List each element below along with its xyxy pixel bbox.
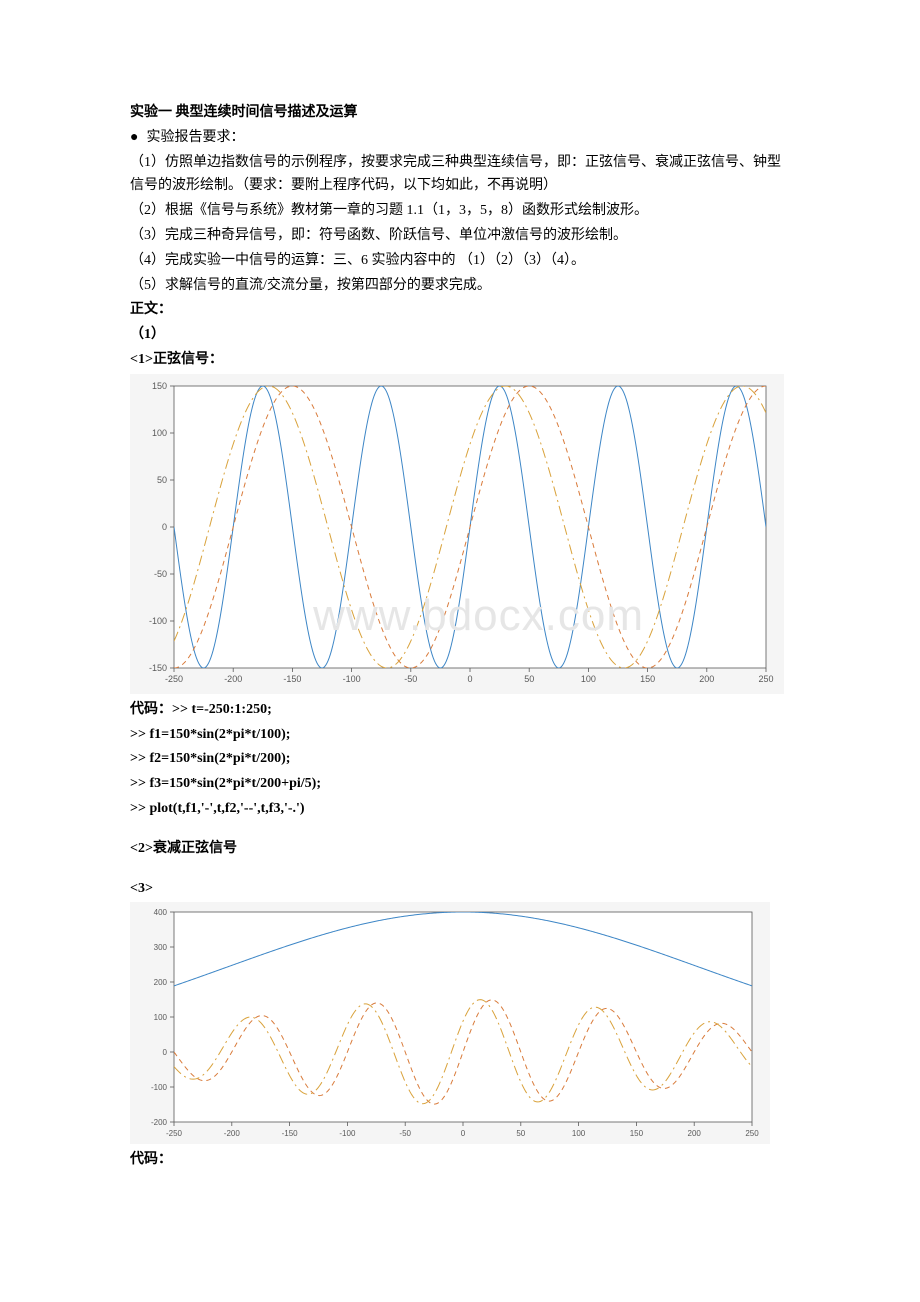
svg-text:150: 150 [640, 674, 655, 684]
chart1-svg: -250 -200 -150 -100 -50 0 50 100 150 200 250 -150 -1… [130, 374, 784, 694]
svg-text:-200: -200 [224, 674, 242, 684]
svg-text:50: 50 [157, 475, 167, 485]
svg-text:0: 0 [461, 1129, 466, 1138]
bullet-heading: 实验报告要求： [130, 126, 790, 150]
svg-text:-100: -100 [149, 616, 167, 626]
svg-text:150: 150 [630, 1129, 644, 1138]
svg-text:100: 100 [154, 1013, 168, 1022]
chart3-heading: <3> [130, 877, 790, 901]
svg-text:-100: -100 [339, 1129, 356, 1138]
svg-text:-150: -150 [282, 1129, 299, 1138]
body-label: 正文： [130, 298, 790, 322]
svg-text:150: 150 [152, 381, 167, 391]
svg-text:-150: -150 [283, 674, 301, 684]
chart1-heading: <1>正弦信号： [130, 348, 790, 372]
chart2-heading: <2>衰减正弦信号 [130, 837, 790, 861]
svg-text:0: 0 [162, 522, 167, 532]
svg-text:0: 0 [467, 674, 472, 684]
svg-text:200: 200 [699, 674, 714, 684]
chart1-container: -250 -200 -150 -100 -50 0 50 100 150 200 250 -150 -1… [130, 374, 790, 694]
code-line-1-2: >> f2=150*sin(2*pi*t/200); [130, 747, 790, 771]
req-4: （4）完成实验一中信号的运算：三、6 实验内容中的 （1）（2）（3）（4）。 [130, 249, 790, 273]
svg-text:250: 250 [758, 674, 773, 684]
svg-text:50: 50 [516, 1129, 525, 1138]
svg-text:-50: -50 [399, 1129, 411, 1138]
svg-text:-200: -200 [224, 1129, 241, 1138]
svg-text:200: 200 [688, 1129, 702, 1138]
svg-text:400: 400 [154, 908, 168, 917]
svg-text:100: 100 [581, 674, 596, 684]
code-line-1-1: >> f1=150*sin(2*pi*t/100); [130, 723, 790, 747]
svg-text:-150: -150 [149, 663, 167, 673]
svg-text:200: 200 [154, 978, 168, 987]
svg-text:-50: -50 [404, 674, 417, 684]
svg-text:-100: -100 [151, 1083, 168, 1092]
svg-text:300: 300 [154, 943, 168, 952]
chart2-svg: -250 -200 -150 -100 -50 0 50 100 150 200 250 -200 -1… [130, 902, 770, 1144]
code-label-1: 代码：>> t=-250:1:250; [130, 698, 790, 722]
svg-text:250: 250 [745, 1129, 759, 1138]
req-5: （5）求解信号的直流/交流分量，按第四部分的要求完成。 [130, 274, 790, 298]
svg-text:100: 100 [152, 428, 167, 438]
req-2: （2）根据《信号与系统》教材第一章的习题 1.1（1，3，5，8）函数形式绘制波… [130, 199, 790, 223]
svg-text:-250: -250 [166, 1129, 183, 1138]
svg-text:-250: -250 [165, 674, 183, 684]
req-3: （3）完成三种奇异信号，即：符号函数、阶跃信号、单位冲激信号的波形绘制。 [130, 224, 790, 248]
spacer [130, 822, 790, 836]
page-title: 实验一 典型连续时间信号描述及运算 [130, 101, 790, 125]
chart2-container: -250 -200 -150 -100 -50 0 50 100 150 200 250 -200 -1… [130, 902, 790, 1144]
svg-text:50: 50 [524, 674, 534, 684]
req-1: （1）仿照单边指数信号的示例程序，按要求完成三种典型连续信号，即：正弦信号、衰减… [130, 151, 790, 199]
svg-text:0: 0 [163, 1048, 168, 1057]
svg-text:-100: -100 [343, 674, 361, 684]
svg-text:-50: -50 [154, 569, 167, 579]
svg-text:-200: -200 [151, 1118, 168, 1127]
code-label-2: 代码： [130, 1148, 790, 1172]
spacer [130, 862, 790, 876]
bullet-heading-text: 实验报告要求： [146, 130, 244, 145]
svg-text:100: 100 [572, 1129, 586, 1138]
code-line-1-4: >> plot(t,f1,'-',t,f2,'--',t,f3,'-.') [130, 797, 790, 821]
code-line-1-3: >> f3=150*sin(2*pi*t/200+pi/5); [130, 772, 790, 796]
section-1-label: （1） [130, 323, 790, 347]
